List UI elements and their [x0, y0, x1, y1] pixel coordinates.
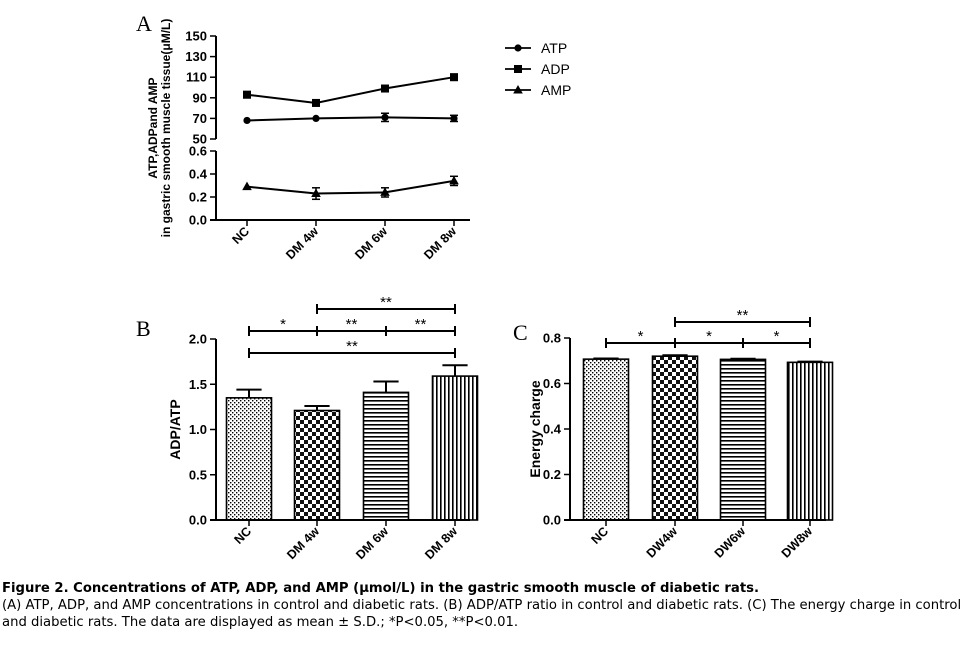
panel-c-ytick-label: 0.4 — [543, 422, 562, 437]
panel-b-ytick-label: 1.5 — [189, 377, 207, 392]
panel-a-xtick-label: DM 4w — [283, 224, 321, 262]
panel-a-atp-point — [312, 114, 320, 122]
panel-b-sig-label: ** — [380, 294, 392, 311]
panel-a-adp-point — [381, 84, 389, 93]
panel-a-legend-amp-marker — [513, 85, 523, 94]
panel-b-bar — [293, 409, 341, 521]
panel-a-xtick-label: DM 8w — [421, 224, 459, 262]
panel-b-ytick-label: 2.0 — [189, 332, 207, 347]
caption-body: (A) ATP, ADP, and AMP concentrations in … — [2, 598, 962, 630]
panel-c-ytick-label: 0.6 — [543, 376, 561, 391]
panel-b-ytick-label: 0.5 — [189, 467, 207, 482]
figure-canvas: A 50 70 90 110 130 150 0.0 0.2 0.4 0.6 NC DM 4w DM 6w… — [136, 11, 834, 562]
panel-a-amp-line — [246, 179, 455, 195]
panel-a-legend-adp-label: ADP — [541, 61, 570, 77]
panel-a-amp-point — [380, 187, 390, 196]
panel-b-sig-label: ** — [346, 316, 358, 333]
panel-a-ytick-label: 150 — [185, 29, 207, 44]
panel-c-bar-chart: C 0.0 0.2 0.4 0.6 0.8 NC DW4w DW6w DW8w Energy cha… — [513, 307, 834, 561]
panel-c-sig-label: ** — [737, 307, 749, 324]
panel-a-amp-point — [242, 181, 252, 191]
panel-b-bar — [362, 391, 410, 521]
panel-b-ytick-label: 0.0 — [189, 513, 207, 528]
panel-b-bar — [431, 375, 479, 521]
panel-c-xtick-label: DW8w — [779, 524, 816, 561]
panel-a-atp-line — [246, 116, 455, 122]
panel-c-bar — [582, 358, 630, 521]
panel-a-letter: A — [136, 11, 152, 36]
panel-a-ytick-label: 70 — [193, 111, 207, 126]
panel-c-ytick-label: 0.0 — [543, 513, 561, 528]
panel-c-ytick-label: 0.8 — [543, 331, 561, 346]
panel-c-sig-label: * — [638, 328, 644, 345]
caption-title: Figure 2. Concentrations of ATP, ADP, an… — [2, 581, 759, 596]
panel-a-ytick-label: 0.2 — [189, 190, 207, 205]
panel-a-ytick-label: 130 — [185, 49, 207, 64]
panel-b-bar — [225, 397, 273, 521]
panel-c-bar — [719, 358, 767, 521]
panel-a-ytick-label: 0.6 — [189, 144, 207, 159]
panel-a-amp-point — [449, 175, 459, 185]
panel-b-letter: B — [136, 316, 151, 341]
panel-c-sig-label: * — [706, 328, 712, 345]
panel-b-ytick-label: 1.0 — [189, 422, 207, 437]
panel-b-bar-chart: B 0.0 0.5 1.0 1.5 2.0 NC DM 4w DM 6w DM 8w ADP/ATP… — [136, 294, 479, 562]
panel-a-xtick-label: NC — [229, 224, 252, 247]
panel-b-sig-label: ** — [415, 316, 427, 333]
panel-a-ytick-label: 110 — [186, 70, 207, 85]
panel-b-xtick-label: DM 8w — [422, 524, 460, 562]
panel-a-legend-adp-marker — [514, 65, 522, 73]
panel-a-ylabel-line1: ATP,ADPand AMP — [146, 77, 160, 178]
panel-a-ytick-label: 0.4 — [189, 167, 208, 182]
panel-a-xtick-label: DM 6w — [352, 224, 390, 262]
panel-c-bar — [651, 355, 699, 521]
panel-a-adp-point — [243, 90, 251, 99]
panel-a-atp-point — [381, 113, 389, 121]
panel-b-ylabel: ADP/ATP — [167, 399, 183, 459]
panel-a-amp-point — [311, 188, 321, 198]
panel-a-legend-atp-marker — [514, 44, 522, 52]
panel-c-bar — [786, 361, 834, 521]
figure-caption: Figure 2. Concentrations of ATP, ADP, an… — [2, 580, 972, 631]
panel-c-ylabel: Energy charge — [527, 380, 543, 477]
panel-c-sig-label: * — [774, 328, 780, 345]
panel-a-atp-point — [450, 114, 458, 122]
panel-b-sig-label: * — [280, 316, 286, 333]
panel-a-legend-atp-label: ATP — [541, 40, 567, 56]
panel-a-adp-point — [450, 73, 458, 82]
panel-a-line-chart: A 50 70 90 110 130 150 0.0 0.2 0.4 0.6 NC DM 4w DM 6w… — [136, 11, 571, 262]
panel-c-xtick-label: NC — [588, 524, 611, 547]
panel-b-xtick-label: DM 6w — [353, 524, 391, 562]
panel-c-ytick-label: 0.2 — [543, 467, 561, 482]
panel-b-sig-label: ** — [346, 338, 358, 355]
panel-a-ytick-label: 50 — [193, 132, 207, 147]
panel-b-xtick-label: DM 4w — [284, 524, 322, 562]
panel-a-ytick-label: 90 — [193, 90, 207, 105]
panel-a-ylabel-line2: in gastric smooth muscle tissue(μM/L) — [159, 19, 173, 238]
panel-c-letter: C — [513, 320, 528, 345]
panel-c-xtick-label: DW6w — [712, 524, 749, 561]
panel-a-ytick-label: 0.0 — [189, 213, 207, 228]
panel-a-adp-line — [246, 76, 455, 104]
panel-c-xtick-label: DW4w — [644, 524, 681, 561]
panel-b-xtick-label: NC — [231, 524, 254, 547]
panel-a-adp-point — [312, 98, 320, 107]
panel-a-atp-point — [243, 116, 251, 125]
panel-a-legend-amp-label: AMP — [541, 82, 571, 98]
